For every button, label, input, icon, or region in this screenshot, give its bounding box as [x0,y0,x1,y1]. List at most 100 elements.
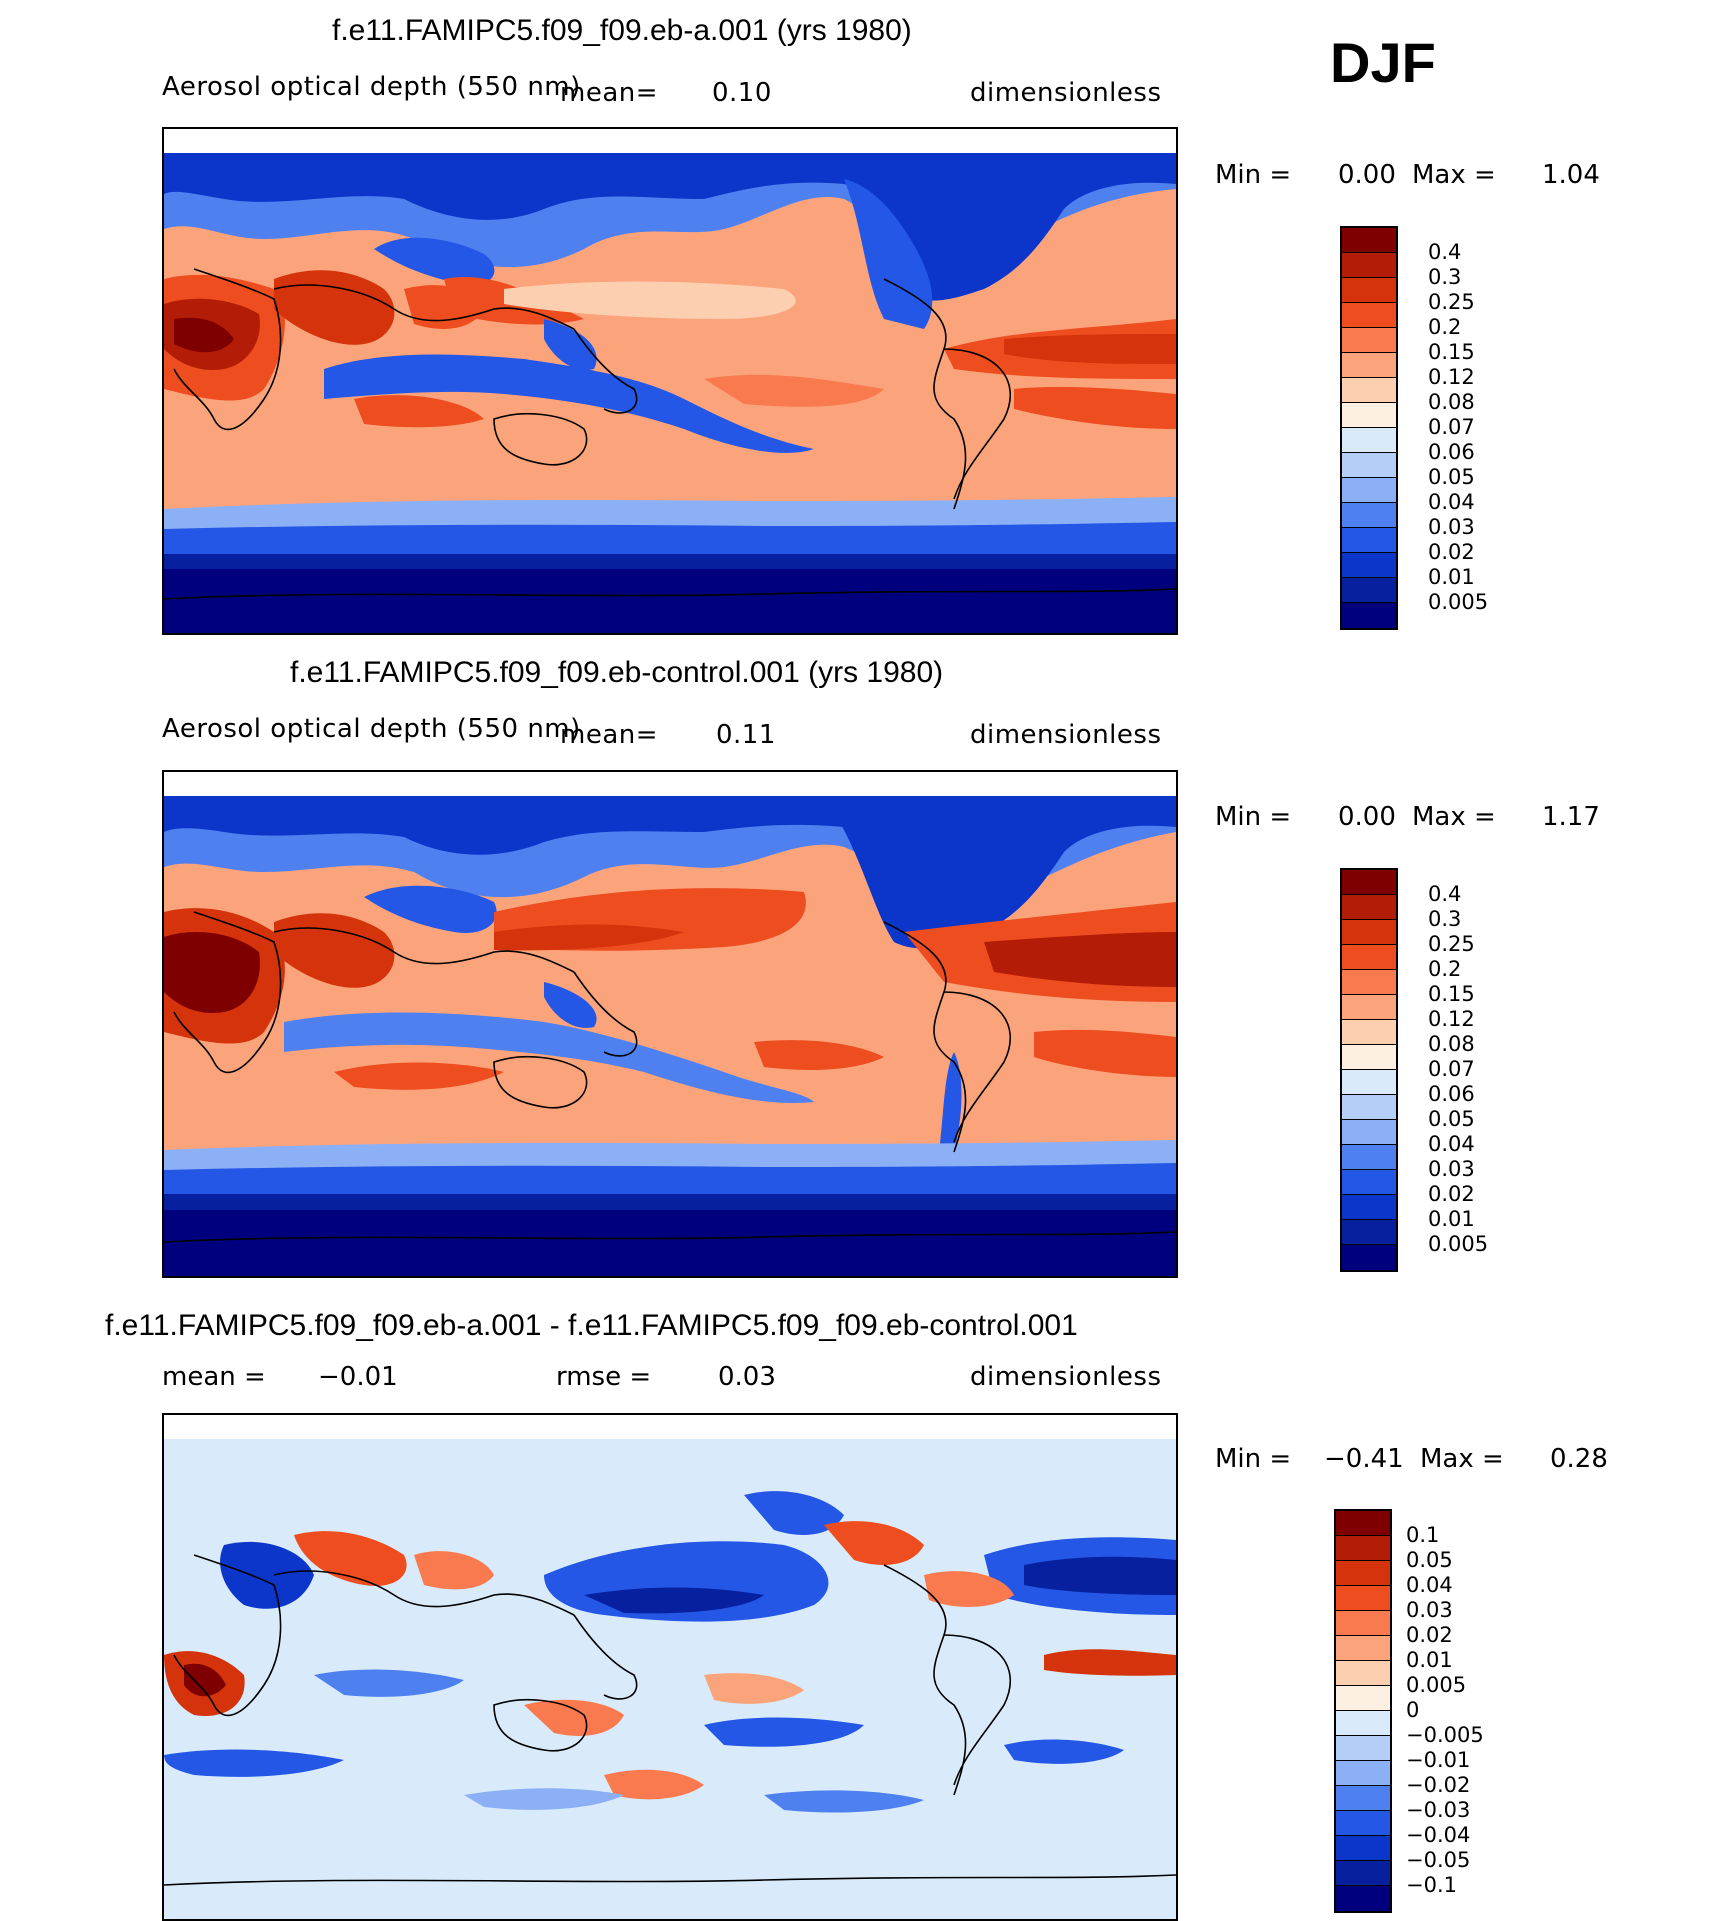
colorbar-level-label: 0.06 [1428,1082,1475,1106]
panel-a-variable: Aerosol optical depth (550 nm) [162,72,581,102]
colorbar-swatch [1342,353,1396,378]
colorbar-swatch [1342,1120,1396,1145]
colorbar-level-label: 0.01 [1428,565,1475,589]
panel-diff-units: dimensionless [970,1362,1162,1392]
colorbar-swatch [1342,278,1396,303]
colorbar-level-label: 0.005 [1406,1673,1467,1697]
colorbar-level-label: 0.01 [1428,1207,1475,1231]
colorbar-level-label: 0.02 [1406,1623,1453,1647]
colorbar-level-label: −0.02 [1406,1773,1471,1797]
colorbar-level-label: 0.1 [1406,1523,1440,1547]
colorbar-level-label: 0.05 [1428,1107,1475,1131]
colorbar-swatch [1342,945,1396,970]
panel-a-max-label: Max = [1412,160,1496,190]
colorbar-level-label: 0.04 [1428,1132,1475,1156]
panel-diff-title: f.e11.FAMIPC5.f09_f09.eb-a.001 - f.e11.F… [105,1309,1078,1342]
colorbar-swatch [1342,228,1396,253]
panel-control-mean-label: mean= [560,720,659,750]
colorbar-swatch [1342,428,1396,453]
colorbar-level-label: 0.3 [1428,907,1462,931]
colorbar-level-label: 0 [1406,1698,1420,1722]
colorbar-swatch [1336,1611,1390,1636]
colorbar-swatch [1336,1536,1390,1561]
colorbar-level-label: 0.07 [1428,415,1475,439]
colorbar-level-label: −0.005 [1406,1723,1484,1747]
colorbar-level-label: 0.12 [1428,1007,1475,1031]
panel-diff-min-value: −0.41 [1324,1444,1404,1474]
colorbar-swatch [1342,503,1396,528]
panel-diff-mean-value: −0.01 [318,1362,398,1392]
colorbar-swatch [1342,1020,1396,1045]
colorbar-level-label: 0.2 [1428,957,1462,981]
colorbar-level-label: 0.2 [1428,315,1462,339]
colorbar-swatch [1336,1761,1390,1786]
colorbar-level-label: 0.15 [1428,340,1475,364]
colorbar-level-label: 0.005 [1428,590,1489,614]
colorbar-level-label: −0.05 [1406,1848,1471,1872]
colorbar-swatch [1336,1511,1390,1536]
colorbar-level-label: 0.3 [1428,265,1462,289]
colorbar-swatch [1342,578,1396,603]
colorbar-swatch [1336,1811,1390,1836]
colorbar-swatch [1342,1245,1396,1270]
colorbar-level-label: 0.25 [1428,932,1475,956]
panel-diff-rmse-value: 0.03 [718,1362,776,1392]
panel-a-min-label: Min = [1215,160,1292,190]
panel-control-min-value: 0.00 [1338,802,1396,832]
colorbar-swatch [1336,1736,1390,1761]
colorbar-swatch [1342,253,1396,278]
colorbar-swatch [1336,1786,1390,1811]
panel-diff-min-label: Min = [1215,1444,1292,1474]
colorbar-swatch [1342,1170,1396,1195]
colorbar-swatches [1334,1509,1392,1913]
panel-control-min-label: Min = [1215,802,1292,832]
colorbar-level-label: 0.04 [1428,490,1475,514]
panel-diff-max-value: 0.28 [1550,1444,1608,1474]
colorbar-level-label: 0.08 [1428,390,1475,414]
colorbar-swatch [1336,1586,1390,1611]
panel-a-map [162,127,1178,635]
panel-control-units: dimensionless [970,720,1162,750]
panel-diff-mean-label: mean = [162,1362,266,1392]
colorbar-level-label: 0.06 [1428,440,1475,464]
colorbar-level-label: −0.1 [1406,1873,1457,1897]
panel-diff-max-label: Max = [1420,1444,1504,1474]
panel-a-title: f.e11.FAMIPC5.f09_f09.eb-a.001 (yrs 1980… [332,14,912,47]
colorbar-swatch [1342,1220,1396,1245]
colorbar-level-label: 0.4 [1428,240,1462,264]
panel-a-mean-value: 0.10 [712,78,772,108]
colorbar-level-label: 0.02 [1428,1182,1475,1206]
colorbar-swatch [1342,303,1396,328]
colorbar-level-label: 0.05 [1428,465,1475,489]
colorbar-level-label: 0.12 [1428,365,1475,389]
colorbar-level-label: 0.02 [1428,540,1475,564]
colorbar-swatch [1342,970,1396,995]
panel-control-max-label: Max = [1412,802,1496,832]
colorbar-swatch [1342,1145,1396,1170]
colorbar-swatches [1340,226,1398,630]
colorbar-level-label: −0.04 [1406,1823,1471,1847]
colorbar-swatch [1342,1095,1396,1120]
colorbar-swatch [1342,378,1396,403]
panel-control-mean-value: 0.11 [716,720,776,750]
colorbar-swatch [1342,528,1396,553]
panel-a-max-value: 1.04 [1542,160,1600,190]
colorbar-swatches [1340,868,1398,1272]
colorbar-swatch [1342,870,1396,895]
colorbar-level-label: 0.15 [1428,982,1475,1006]
panel-control-variable: Aerosol optical depth (550 nm) [162,714,581,744]
panel-control-title: f.e11.FAMIPC5.f09_f09.eb-control.001 (yr… [290,656,944,689]
colorbar-swatch [1342,1195,1396,1220]
colorbar-swatch [1336,1836,1390,1861]
colorbar-swatch [1342,403,1396,428]
colorbar-level-label: 0.03 [1428,1157,1475,1181]
colorbar-level-label: 0.01 [1406,1648,1453,1672]
colorbar-level-label: 0.03 [1428,515,1475,539]
colorbar-swatch [1342,328,1396,353]
colorbar-level-label: 0.4 [1428,882,1462,906]
panel-diff-map [162,1413,1178,1921]
colorbar-swatch [1342,920,1396,945]
colorbar-level-label: 0.03 [1406,1598,1453,1622]
colorbar-level-label: −0.01 [1406,1748,1471,1772]
colorbar-swatch [1336,1686,1390,1711]
